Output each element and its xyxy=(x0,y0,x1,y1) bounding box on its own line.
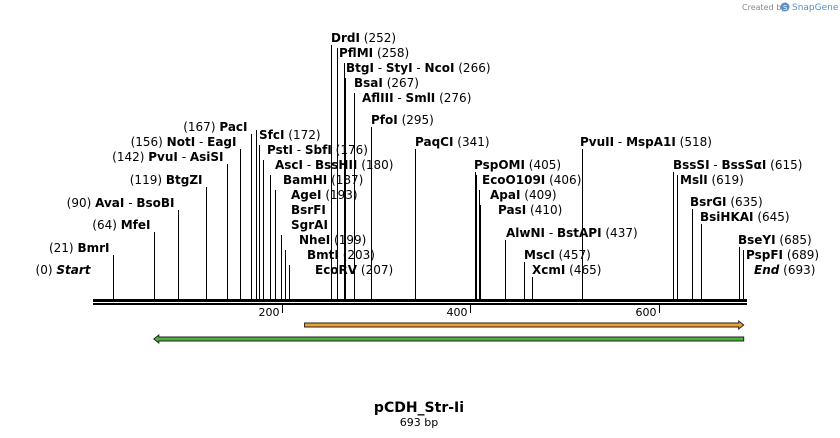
feature-arrow[interactable] xyxy=(153,333,745,345)
site-paqci[interactable]: PaqCI (341) xyxy=(415,135,490,299)
site-label: ApaI (409) xyxy=(490,188,557,202)
site-label: BamHI (187) xyxy=(283,173,363,187)
site-label: AgeI (193) xyxy=(291,188,358,202)
site-afliii[interactable]: AflIII - SmlI (276) xyxy=(354,91,472,299)
site-label: SgrAI xyxy=(291,218,328,232)
site-mfei[interactable]: (64) MfeI xyxy=(92,218,155,299)
site-label: BsrFI xyxy=(291,203,326,217)
site-label: (142) PvuI - AsiSI xyxy=(112,150,223,164)
site-sfci[interactable]: SfcI (172) xyxy=(256,128,321,299)
snapgene-logo-icon: S xyxy=(780,2,790,12)
site-pvuii[interactable]: PvuII - MspA1I (518) xyxy=(580,135,712,299)
site-label: BsiHKAI (645) xyxy=(700,210,790,224)
site-label: BmtI (203) xyxy=(307,248,375,262)
site-msli[interactable]: MslI (619) xyxy=(677,173,744,299)
site-bsai[interactable]: BsaI (267) xyxy=(345,76,419,299)
site-label: AflIII - SmlI (276) xyxy=(362,91,471,105)
site-label: PfoI (295) xyxy=(371,113,434,127)
site-bmti[interactable]: BmtI (203) xyxy=(285,248,375,299)
site-pflmi[interactable]: PflMI (258) xyxy=(337,46,410,299)
site-bseyi[interactable]: BseYI (685) xyxy=(738,233,812,299)
site-apai[interactable]: ApaI (409) xyxy=(479,188,557,299)
site-sgrai[interactable]: SgrAI xyxy=(275,218,328,299)
site-end[interactable]: End (693) xyxy=(754,263,815,277)
site-btgi[interactable]: BtgI - StyI - NcoI (266) xyxy=(344,61,491,299)
site-pasi[interactable]: PasI (410) xyxy=(480,203,563,299)
site-label: SfcI (172) xyxy=(259,128,321,142)
site-nhei[interactable]: NheI (199) xyxy=(281,233,367,299)
site-label: PflMI (258) xyxy=(339,46,409,60)
site-ecorv[interactable]: EcoRV (207) xyxy=(289,263,394,299)
site-psti[interactable]: PstI - SbfI (176) xyxy=(259,143,368,299)
backbone xyxy=(93,299,747,305)
site-label: EcoRV (207) xyxy=(315,263,393,277)
plasmid-length: 693 bp xyxy=(400,416,438,429)
site-noti[interactable]: (156) NotI - EagI xyxy=(131,135,241,299)
site-label: BssSI - BssSαI (615) xyxy=(673,158,802,172)
site-label: BsrGI (635) xyxy=(690,195,763,209)
site-label: XcmI (465) xyxy=(532,263,601,277)
axis-tick-label: 200 xyxy=(259,306,280,319)
site-bsssi[interactable]: BssSI - BssSαI (615) xyxy=(673,158,802,299)
axis-tick-label: 400 xyxy=(447,306,468,319)
site-ecoo109i[interactable]: EcoO109I (406) xyxy=(476,173,582,299)
axis-tick-label: 600 xyxy=(636,306,657,319)
credit-brand: SnapGene xyxy=(792,3,839,13)
site-bsihkai[interactable]: BsiHKAI (645) xyxy=(700,210,790,299)
site-label: (64) MfeI xyxy=(92,218,150,232)
site-bmri[interactable]: (21) BmrI xyxy=(49,241,114,299)
site-xcmi[interactable]: XcmI (465) xyxy=(532,263,601,299)
orange-feature[interactable] xyxy=(304,319,745,331)
feature-arrow[interactable] xyxy=(304,319,745,331)
green-feature[interactable] xyxy=(153,333,745,345)
site-label: AlwNI - BstAPI (437) xyxy=(506,226,638,240)
site-label: (119) BtgZI xyxy=(130,173,203,187)
site-asci[interactable]: AscI - BssHII (180) xyxy=(263,158,394,299)
site-label: End (693) xyxy=(754,263,815,277)
site-label: (21) BmrI xyxy=(49,241,110,255)
site-label: BtgI - StyI - NcoI (266) xyxy=(346,61,491,75)
site-label: (167) PacI xyxy=(183,120,247,134)
site-label: BsaI (267) xyxy=(354,76,419,90)
site-label: DrdI (252) xyxy=(331,31,396,45)
site-pspomi[interactable]: PspOMI (405) xyxy=(474,158,561,299)
site-pspfi[interactable]: PspFI (689) xyxy=(743,248,820,299)
site-bsrgi[interactable]: BsrGI (635) xyxy=(690,195,763,299)
site-label: NheI (199) xyxy=(299,233,366,247)
site-label: (156) NotI - EagI xyxy=(131,135,237,149)
site-paci[interactable]: (167) PacI xyxy=(183,120,252,299)
site-pfoi[interactable]: PfoI (295) xyxy=(371,113,434,299)
site-drdi[interactable]: DrdI (252) xyxy=(331,31,396,299)
site-label: PstI - SbfI (176) xyxy=(267,143,368,157)
site-btgzi[interactable]: (119) BtgZI xyxy=(130,173,207,299)
site-label: BseYI (685) xyxy=(738,233,812,247)
site-label: (0) Start xyxy=(36,263,92,277)
site-label: PvuII - MspA1I (518) xyxy=(580,135,712,149)
site-label: AscI - BssHII (180) xyxy=(275,158,394,172)
site-label: PaqCI (341) xyxy=(415,135,490,149)
site-alwni[interactable]: AlwNI - BstAPI (437) xyxy=(505,226,638,299)
credit-created-by: Created by xyxy=(742,3,786,12)
site-label: PspOMI (405) xyxy=(474,158,561,172)
site-avai[interactable]: (90) AvaI - BsoBI xyxy=(67,196,179,299)
plasmid-name: pCDH_Str-Ii xyxy=(374,400,464,416)
site-bamhi[interactable]: BamHI (187) xyxy=(270,173,364,299)
site-label: MscI (457) xyxy=(524,248,591,262)
site-label: PspFI (689) xyxy=(746,248,819,262)
site-pvui[interactable]: (142) PvuI - AsiSI xyxy=(112,150,228,299)
svg-text:S: S xyxy=(783,4,788,12)
site-label: EcoO109I (406) xyxy=(482,173,581,187)
site-label: (90) AvaI - BsoBI xyxy=(67,196,175,210)
site-label: MslI (619) xyxy=(680,173,744,187)
site-start[interactable]: (0) Start xyxy=(36,263,92,277)
site-label: PasI (410) xyxy=(498,203,562,217)
